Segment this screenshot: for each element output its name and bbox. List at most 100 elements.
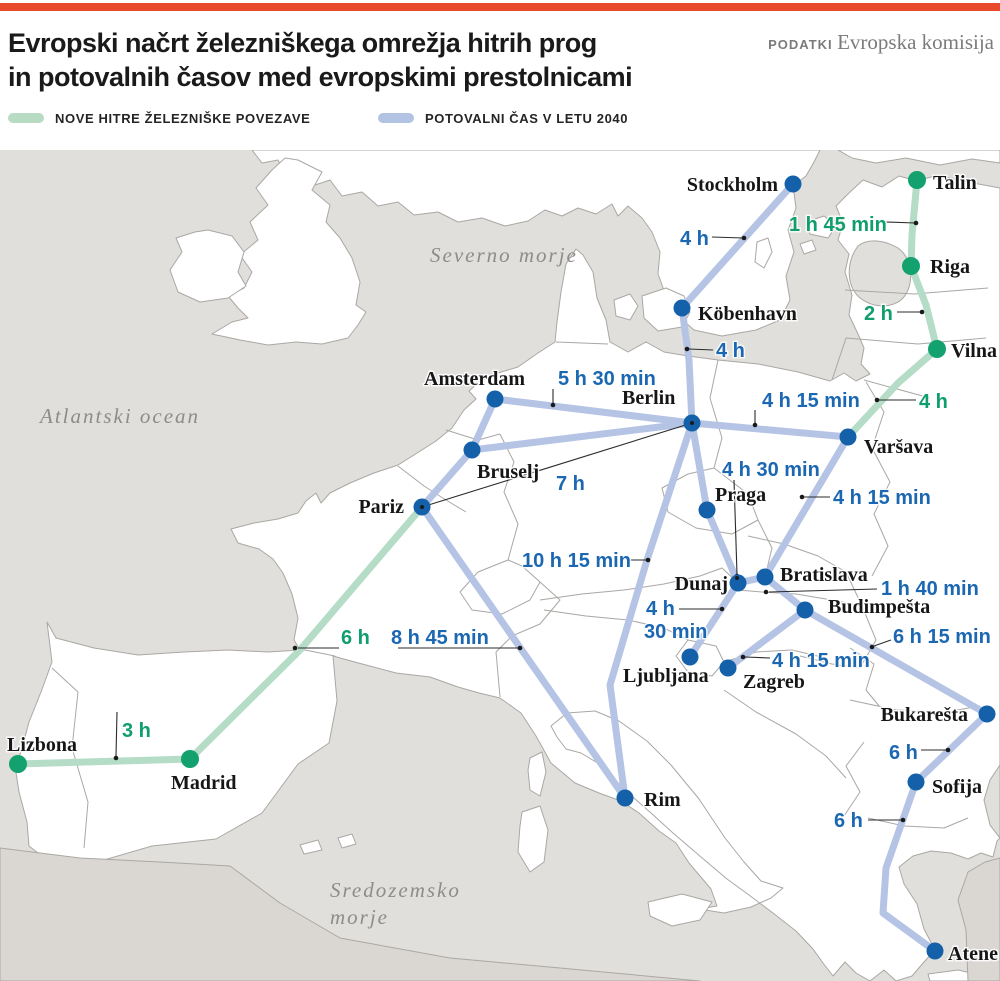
city-dots <box>9 171 996 960</box>
time-label-sofija-atene: 6 h <box>834 810 863 832</box>
time-label-talin-riga: 1 h 45 min <box>789 214 887 236</box>
sea-label-atlantic: Atlantski ocean <box>38 404 200 428</box>
island-gotland <box>754 237 773 269</box>
city-label-kobenhavn: Köbenhavn <box>698 303 797 325</box>
legend-swatch-green <box>8 113 44 123</box>
city-label-riga: Riga <box>930 256 970 278</box>
city-dot-kobenhavn <box>673 299 691 317</box>
city-label-budimpesta: Budimpešta <box>828 596 930 618</box>
source-label: PODATKI <box>768 37 833 52</box>
time-label-budimpesta-bukaresta: 6 h 15 min <box>893 626 991 648</box>
route-berlin-varsava <box>688 419 852 441</box>
city-dot-praga <box>698 501 716 519</box>
island-menorca <box>337 833 357 849</box>
route-pariz-rim <box>418 503 629 802</box>
time-label-pariz-rim: 8 h 45 min <box>391 627 489 649</box>
time-label-vilna-varsava: 4 h <box>919 391 948 413</box>
route-vilna-varsava <box>844 345 941 441</box>
city-dot-ljubljana <box>681 648 699 666</box>
route-madrid-pariz <box>186 503 426 763</box>
time-label-lizbona-madrid: 3 h <box>122 720 151 742</box>
legend: NOVE HITRE ŽELEZNIŠKE POVEZAVE POTOVALNI… <box>0 108 1000 128</box>
route-lizbona-madrid <box>14 755 194 768</box>
time-label-berlin-varsava: 4 h 15 min <box>762 390 860 412</box>
leader-bratislava-budimpesta <box>768 588 878 593</box>
time-label-stockholm-kobenhavn: 4 h <box>680 228 709 250</box>
city-dot-vilna <box>928 340 946 358</box>
city-dot-amsterdam <box>486 390 504 408</box>
city-dot-dunaj <box>729 574 747 592</box>
time-label-berlin-rim: 10 h 15 min <box>522 550 631 572</box>
leader-talin-riga <box>885 221 916 224</box>
city-label-pariz: Pariz <box>358 496 404 518</box>
city-dot-sofija <box>907 773 925 791</box>
route-zagreb-budimpesta <box>724 606 809 672</box>
accent-top-bar <box>0 3 1000 11</box>
route-kobenhavn-berlin <box>678 304 696 427</box>
sea-labels: Severno morje Atlantski ocean Sredozemsk… <box>38 243 578 929</box>
city-label-praga: Praga <box>715 484 766 506</box>
land-continental-europe <box>14 174 1000 981</box>
city-label-zagreb: Zagreb <box>743 671 805 693</box>
city-label-stockholm: Stockholm <box>687 174 778 196</box>
source-value: Evropska komisija <box>837 30 994 54</box>
time-label-berlin-dunaj: 4 h 30 min <box>722 459 820 481</box>
city-dot-budimpesta <box>796 601 814 619</box>
legend-label-travel-2040: POTOVALNI ČAS V LETU 2040 <box>425 110 629 126</box>
legend-swatch-blue <box>378 113 414 123</box>
black-sea <box>983 764 1000 839</box>
city-labels: Stockholm Talin Riga Vilna Köbenhavn Ams… <box>6 171 1000 967</box>
city-dot-stockholm <box>784 175 802 193</box>
page-title: Evropski načrt železniškega omrežja hitr… <box>8 26 633 94</box>
city-label-berlin: Berlin <box>622 387 675 409</box>
route-bruselj-amsterdam <box>468 395 499 454</box>
route-budimpesta-bukaresta <box>801 606 991 718</box>
leader-zagreb-budimpesta <box>744 656 771 659</box>
city-dot-bukaresta <box>978 705 996 723</box>
city-label-bruselj: Bruselj <box>477 461 539 483</box>
island-funen <box>613 293 639 321</box>
time-label-dunaj-bratislava: 30 min <box>644 621 707 643</box>
land-scandinavia <box>251 150 821 337</box>
leader-budimpesta-bukaresta <box>873 639 892 647</box>
route-stockholm-kobenhavn <box>678 180 797 312</box>
route-pariz-bruselj <box>418 446 476 511</box>
city-dot-talin <box>908 171 926 189</box>
city-dot-zagreb <box>719 659 737 677</box>
landmasses <box>0 150 1000 981</box>
city-dot-rim <box>616 789 634 807</box>
title-line-2: in potovalnih časov med evropskimi prest… <box>8 62 633 92</box>
route-bukaresta-sofija <box>912 710 991 786</box>
city-label-bratislava: Bratislava <box>780 564 868 586</box>
route-dunaj-ljubljana <box>686 579 742 661</box>
time-label-pariz-berlin: 7 h <box>556 473 585 495</box>
city-label-bukaresta: Bukarešta <box>881 704 968 726</box>
island-corsica <box>527 751 547 797</box>
city-dot-madrid <box>181 750 199 768</box>
routes-new-lines <box>14 176 941 768</box>
leader-berlin-dunaj <box>733 479 738 575</box>
time-label-kobenhavn-berlin: 4 h <box>716 340 745 362</box>
city-label-rim: Rim <box>644 789 681 811</box>
sea-label-mediterranean-1: Sredozemsko <box>330 878 461 902</box>
city-dot-bratislava <box>756 568 774 586</box>
route-varsava-bratislava <box>761 433 852 581</box>
sea-label-north-sea: Severno morje <box>430 243 578 267</box>
route-bratislava-budimpesta <box>761 573 809 614</box>
city-dot-varsava <box>839 428 857 446</box>
land-africa <box>0 847 701 981</box>
time-label-bratislava-budimpesta: 1 h 40 min <box>881 578 979 600</box>
time-label-madrid-pariz: 6 h <box>341 627 370 649</box>
city-label-amsterdam: Amsterdam <box>424 368 525 390</box>
legend-item-new-lines: NOVE HITRE ŽELEZNIŠKE POVEZAVE <box>8 108 310 128</box>
land-finland <box>837 150 1000 166</box>
city-label-ljubljana: Ljubljana <box>623 665 709 687</box>
city-dot-lizbona <box>9 755 27 773</box>
island-mallorca <box>299 839 323 855</box>
route-talin-riga <box>907 176 921 270</box>
city-label-madrid: Madrid <box>171 772 237 794</box>
island-sicily <box>647 893 713 927</box>
city-dot-bruselj <box>463 441 481 459</box>
island-hiiumaa <box>799 239 817 255</box>
gulf-of-riga <box>848 240 912 307</box>
